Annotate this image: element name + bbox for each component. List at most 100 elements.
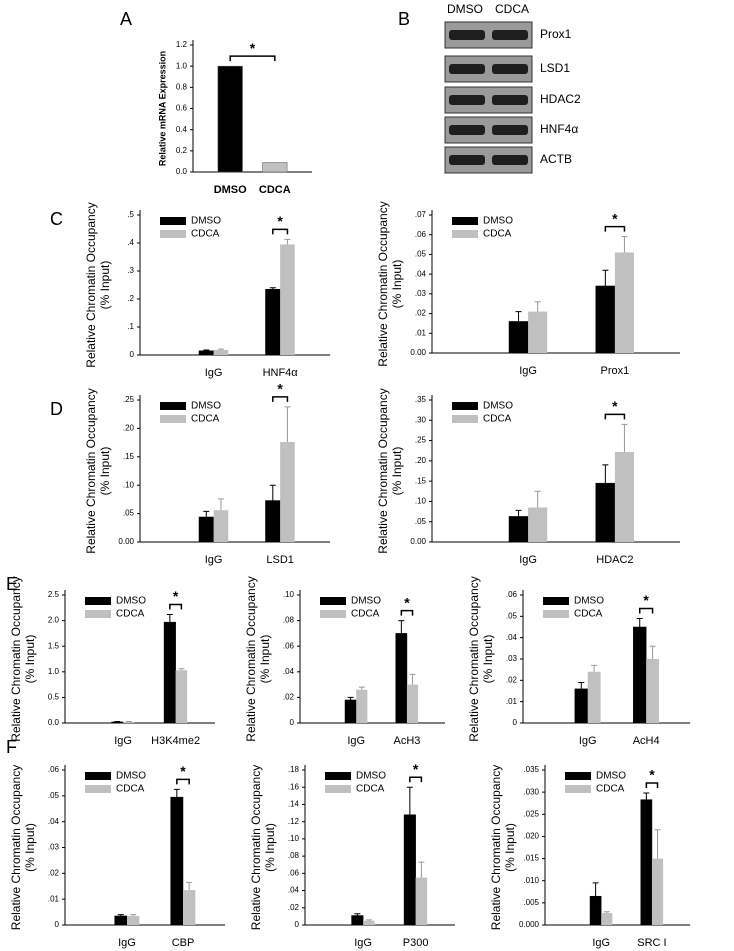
significance-mark: *: [180, 763, 186, 779]
blot-band: [492, 155, 528, 165]
y-tick-label: .2: [127, 294, 134, 303]
y-tick-label: 0: [290, 718, 295, 727]
y-tick-label: 0: [130, 350, 135, 359]
bar: [651, 858, 664, 925]
x-tick-label: HNF4α: [263, 367, 299, 379]
y-axis-label: Relative Chromatin Occupancy: [376, 388, 390, 553]
legend-swatch: [160, 402, 186, 410]
error-bar: [365, 919, 372, 921]
y-tick-label: .10: [415, 497, 427, 506]
y-axis-label: Relative Chromatin Occupancy: [489, 765, 503, 930]
y-tick-label: 0.00: [410, 537, 426, 546]
error-bar: [643, 792, 650, 800]
y-tick-label: .01: [506, 697, 518, 706]
legend-label: CDCA: [116, 609, 145, 620]
bar: [198, 516, 214, 543]
error-bar: [578, 681, 585, 689]
significance-bracket: [604, 413, 626, 420]
y-tick-label: .12: [288, 817, 300, 826]
y-tick-label: .16: [288, 782, 300, 791]
legend-swatch: [452, 217, 478, 225]
y-tick-label: .025: [523, 809, 539, 818]
legend-label: DMSO: [351, 596, 381, 607]
bar: [646, 659, 660, 723]
x-tick-label: IgG: [519, 365, 537, 377]
y-tick-label: .10: [288, 834, 300, 843]
significance-mark: *: [649, 767, 655, 783]
legend-swatch: [452, 415, 478, 423]
significance-bracket: [400, 609, 414, 616]
x-tick-label: IgG: [354, 937, 372, 949]
legend-label: DMSO: [191, 216, 221, 227]
y-tick-label: .05: [48, 791, 60, 800]
error-bar: [284, 406, 291, 443]
blot-band: [492, 64, 528, 74]
legend-label: CDCA: [574, 609, 603, 620]
y-axis-label: Relative Chromatin Occupancy: [376, 201, 390, 366]
x-tick-label: IgG: [592, 937, 610, 949]
bar: [356, 689, 368, 723]
legend-label: CDCA: [356, 784, 385, 795]
legend-label: CDCA: [351, 609, 380, 620]
y-tick-label: .30: [415, 415, 427, 424]
legend-label: CDCA: [483, 229, 512, 240]
x-tick-label: DMSO: [214, 184, 247, 196]
x-tick-label: H3K4me2: [151, 735, 200, 747]
bar: [528, 311, 548, 353]
error-bar: [602, 269, 609, 286]
y-tick-label: .15: [123, 452, 135, 461]
legend-swatch: [325, 785, 351, 793]
legend-swatch: [85, 785, 111, 793]
bar: [614, 252, 634, 353]
y-tick-label: .06: [48, 765, 60, 774]
y-tick-label: 0.0: [48, 718, 60, 727]
x-tick-label: IgG: [579, 735, 597, 747]
y-axis-label: Relative Chromatin Occupancy: [467, 576, 481, 741]
panel-label: D: [50, 399, 63, 419]
panel-label: B: [398, 9, 410, 29]
y-tick-label: .04: [506, 633, 518, 642]
legend-label: CDCA: [191, 414, 220, 425]
error-bar: [203, 349, 210, 351]
bar: [265, 288, 281, 356]
blot-band: [492, 30, 528, 40]
error-bar: [354, 913, 361, 916]
bar: [601, 913, 613, 925]
y-tick-label: .04: [288, 886, 300, 895]
error-bar: [186, 881, 193, 891]
x-tick-label: Prox1: [601, 365, 630, 377]
y-tick-label: .02: [288, 903, 300, 912]
x-tick-label: IgG: [114, 735, 132, 747]
significance-bracket: [645, 782, 659, 789]
y-tick-label: .020: [523, 832, 539, 841]
y-tick-label: 2.0: [48, 616, 60, 625]
y-tick-label: 1.0: [176, 61, 188, 70]
error-bar: [636, 617, 643, 627]
bar: [640, 799, 653, 926]
error-bar: [347, 696, 354, 700]
error-bar: [269, 484, 276, 501]
bar: [163, 621, 176, 724]
y-axis-label: (% Input): [263, 823, 277, 872]
y-tick-label: .15: [415, 476, 427, 485]
x-tick-label: CBP: [172, 937, 195, 949]
y-axis-label: (% Input): [23, 823, 37, 872]
error-bar: [534, 301, 541, 312]
significance-mark: *: [612, 398, 618, 414]
y-tick-label: 0.8: [176, 82, 188, 91]
y-tick-label: .25: [123, 395, 135, 404]
error-bar: [358, 686, 365, 690]
bar: [574, 688, 588, 724]
bar: [123, 721, 135, 723]
y-tick-label: .01: [48, 894, 60, 903]
error-bar: [166, 613, 173, 623]
bar: [114, 915, 128, 926]
legend-swatch: [543, 597, 569, 605]
error-bar: [621, 236, 628, 253]
panel-label: C: [50, 209, 63, 229]
y-tick-label: .20: [123, 424, 135, 433]
y-axis-label: (% Input): [481, 635, 495, 684]
y-tick-label: 1.5: [48, 641, 60, 650]
x-tick-label: IgG: [205, 554, 223, 566]
y-tick-label: .20: [415, 456, 427, 465]
